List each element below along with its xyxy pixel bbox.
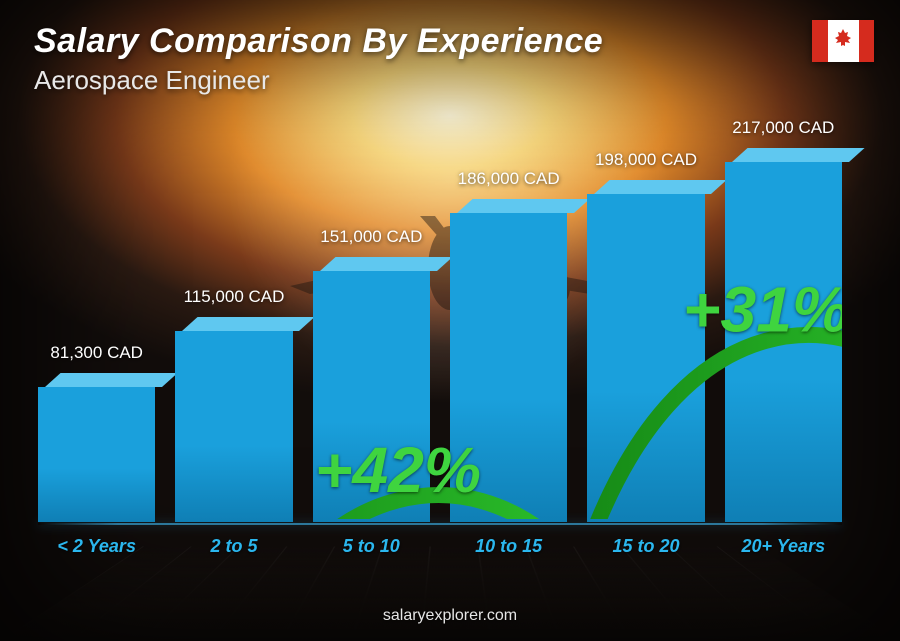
bar-category-label: 2 to 5 [210,536,257,557]
bar-value-label: 186,000 CAD [458,169,560,189]
bar [587,180,704,522]
bar-category-label: 15 to 20 [612,536,679,557]
bar-category-label: 5 to 10 [343,536,400,557]
bar-item: 186,000 CAD 10 to 15 [450,169,567,557]
bar-value-label: 115,000 CAD [184,287,285,307]
bar-value-label: 151,000 CAD [320,227,422,247]
bar [313,257,430,522]
bar [38,373,155,522]
bar-category-label: 20+ Years [742,536,826,557]
bar [450,199,567,522]
page-title: Salary Comparison By Experience [34,22,780,61]
header: Salary Comparison By Experience Aerospac… [34,22,780,96]
page-subtitle: Aerospace Engineer [34,65,780,96]
bar-chart: 81,300 CAD < 2 Years 115,000 CAD 2 to 5 … [38,117,842,557]
bar-item: 81,300 CAD < 2 Years [38,343,155,557]
bar-category-label: 10 to 15 [475,536,542,557]
bar [175,317,292,522]
bar-value-label: 217,000 CAD [732,118,834,138]
bar-item: 151,000 CAD 5 to 10 [313,227,430,557]
bar-item: 198,000 CAD 15 to 20 [587,150,704,557]
bar-value-label: 198,000 CAD [595,150,697,170]
footer-credit: salaryexplorer.com [0,607,900,625]
bar-item: 115,000 CAD 2 to 5 [175,287,292,557]
bar-item: 217,000 CAD 20+ Years [725,118,842,557]
bar-value-label: 81,300 CAD [50,343,143,363]
bar-category-label: < 2 Years [57,536,136,557]
country-flag-icon [812,20,874,62]
bar [725,148,842,522]
